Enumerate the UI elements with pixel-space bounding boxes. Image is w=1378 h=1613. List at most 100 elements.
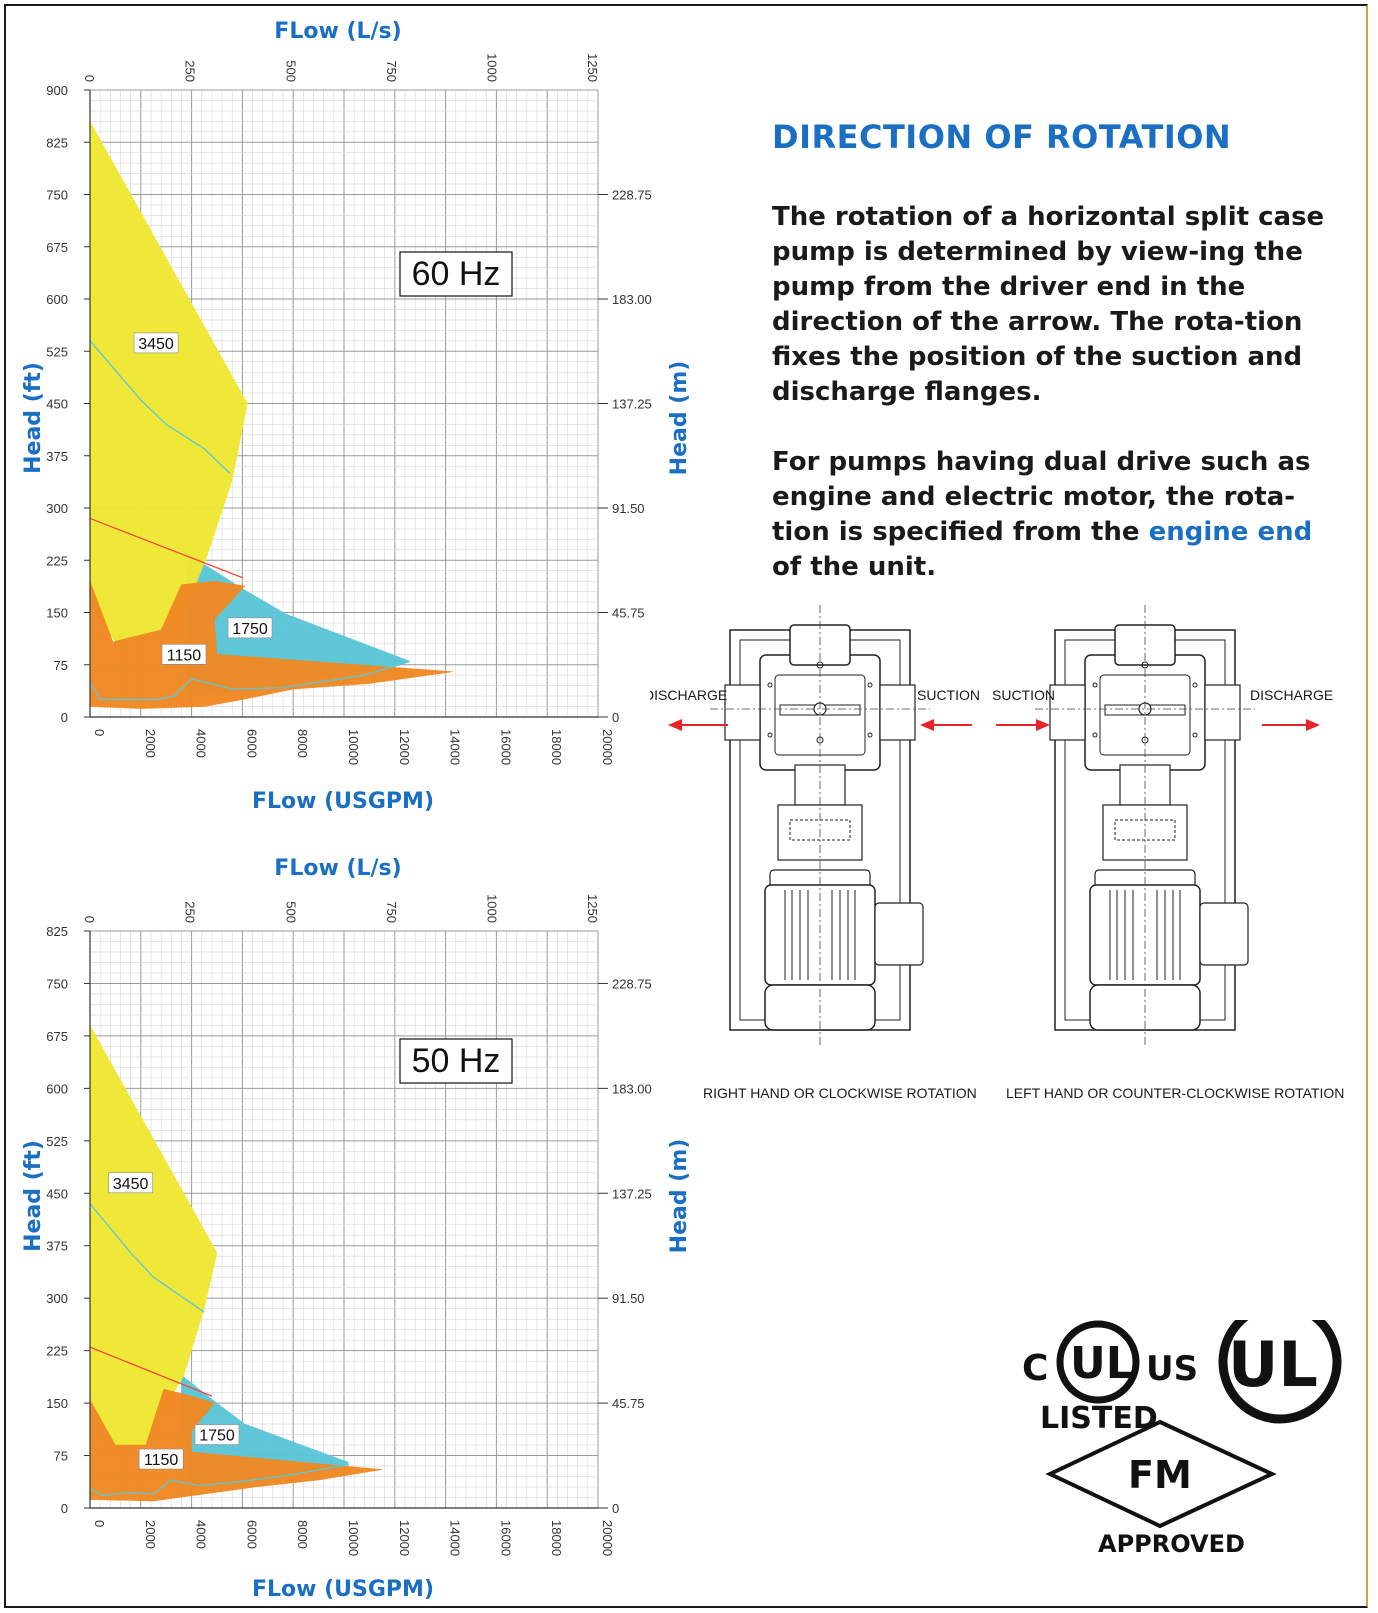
right-hand-discharge-label: DISCHARGE bbox=[650, 687, 727, 703]
chart-title: 50 Hz bbox=[412, 1042, 501, 1080]
right-tick-label: 137.25 bbox=[612, 1186, 652, 1201]
y-tick-label: 900 bbox=[46, 83, 68, 98]
top-tick-label: 500 bbox=[283, 60, 298, 82]
right-tick-label: 45.75 bbox=[612, 606, 645, 621]
y-tick-label: 375 bbox=[46, 1239, 68, 1254]
certification-logos: C UL US LISTED UL FM APPROVED bbox=[1022, 1320, 1342, 1558]
curve-line-1 bbox=[89, 1203, 205, 1313]
right-hand-suction-label: SUCTION bbox=[917, 687, 980, 703]
y-tick-label: 375 bbox=[46, 449, 68, 464]
x-tick-label: 6000 bbox=[244, 729, 259, 758]
x-tick-label: 14000 bbox=[448, 729, 463, 765]
y-tick-label: 675 bbox=[46, 1029, 68, 1044]
right-tick-label: 0 bbox=[612, 1501, 619, 1516]
y-tick-label: 150 bbox=[46, 1396, 68, 1411]
y-tick-label: 675 bbox=[46, 240, 68, 255]
y-tick-label: 225 bbox=[46, 553, 68, 568]
ul-c-mark: C bbox=[1022, 1348, 1048, 1389]
series-area-3450 bbox=[89, 1024, 218, 1449]
right-tick-label: 45.75 bbox=[612, 1396, 645, 1411]
x-tick-label: 2000 bbox=[143, 729, 158, 758]
series-area-3450 bbox=[89, 120, 248, 643]
rotation-paragraph-1: The rotation of a horizontal split case … bbox=[772, 202, 1325, 407]
y-tick-label: 750 bbox=[46, 188, 68, 203]
series-area-1150 bbox=[89, 1388, 383, 1502]
x-tick-label: 18000 bbox=[549, 1520, 564, 1556]
top-tick-label: 0 bbox=[82, 916, 97, 923]
right-tick-label: 137.25 bbox=[612, 397, 652, 412]
y-tick-label: 75 bbox=[54, 1449, 68, 1464]
x-tick-label: 8000 bbox=[295, 729, 310, 758]
x-tick-label: 16000 bbox=[498, 729, 513, 765]
x-tick-label: 18000 bbox=[549, 729, 564, 765]
chart-title-box bbox=[399, 251, 513, 297]
pump-curve-chart-60hz: 1750 3450 1150 60 Hz 0 75 150 225 300 375 450 525 60… bbox=[21, 19, 692, 814]
curve-line-0 bbox=[89, 1346, 213, 1397]
x-tick-label: 8000 bbox=[295, 1520, 310, 1549]
series-label-1750: 1750 bbox=[199, 1428, 235, 1445]
y-tick-label: 0 bbox=[61, 710, 68, 725]
curve-line-0 bbox=[89, 517, 243, 579]
y-axis-title: Head (ft) bbox=[21, 362, 46, 474]
series-label-box-1750 bbox=[227, 617, 273, 639]
y-tick-label: 600 bbox=[46, 1081, 68, 1096]
top-axis-title: FLow (L/s) bbox=[274, 856, 401, 881]
x-axis-title: FLow (USGPM) bbox=[252, 789, 434, 814]
y-tick-label: 825 bbox=[46, 135, 68, 150]
y-tick-label: 600 bbox=[46, 292, 68, 307]
x-tick-label: 10000 bbox=[346, 729, 361, 765]
y-tick-label: 300 bbox=[46, 1291, 68, 1306]
top-axis-title: FLow (L/s) bbox=[274, 19, 401, 44]
y-tick-label: 450 bbox=[46, 397, 68, 412]
fm-approved-text: APPROVED bbox=[1098, 1530, 1245, 1558]
chart-title-box bbox=[399, 1038, 513, 1084]
series-label-box-3450 bbox=[133, 332, 179, 354]
x-tick-label: 16000 bbox=[498, 1520, 513, 1556]
right-axis-title: Head (m) bbox=[667, 361, 692, 476]
ul-us-mark: US bbox=[1146, 1349, 1198, 1389]
right-tick-label: 91.50 bbox=[612, 1291, 645, 1306]
y-tick-label: 150 bbox=[46, 606, 68, 621]
y-tick-label: 750 bbox=[46, 976, 68, 991]
series-label-1150: 1150 bbox=[144, 1452, 179, 1469]
ul-mark-text: UL bbox=[1228, 1328, 1318, 1401]
pump-curve-chart-50hz: 1750 3450 1150 50 Hz 0 75 150 225 300 375 450 525 60… bbox=[21, 856, 692, 1602]
top-tick-label: 500 bbox=[283, 901, 298, 923]
right-tick-label: 228.75 bbox=[612, 976, 652, 991]
x-tick-label: 20000 bbox=[600, 1520, 615, 1556]
x-tick-label: 12000 bbox=[397, 1520, 412, 1556]
chart-title: 60 Hz bbox=[412, 255, 501, 293]
right-tick-label: 183.00 bbox=[612, 292, 652, 307]
curve-line-2 bbox=[89, 660, 411, 701]
series-label-box-1750 bbox=[194, 1424, 240, 1445]
grid bbox=[89, 930, 599, 1509]
right-axis-title: Head (m) bbox=[667, 1139, 692, 1254]
ul-listed-logo: C UL US LISTED bbox=[1022, 1320, 1198, 1436]
y-tick-label: 0 bbox=[61, 1501, 68, 1516]
series-label-3450: 3450 bbox=[113, 1176, 149, 1193]
x-tick-label: 12000 bbox=[397, 729, 412, 765]
y-tick-label: 825 bbox=[46, 924, 68, 939]
right-tick-label: 0 bbox=[612, 710, 619, 725]
x-tick-label: 2000 bbox=[143, 1520, 158, 1549]
y-axis-title: Head (ft) bbox=[21, 1140, 46, 1252]
series-label-1150: 1150 bbox=[167, 647, 202, 664]
right-tick-label: 183.00 bbox=[612, 1081, 652, 1096]
rotation-paragraph-2-end: of the unit. bbox=[772, 552, 937, 582]
curve-line-1 bbox=[89, 340, 231, 474]
pump-drawing-right-hand bbox=[709, 605, 931, 1046]
x-tick-label: 4000 bbox=[194, 1520, 209, 1549]
y-tick-label: 300 bbox=[46, 501, 68, 516]
top-tick-label: 1250 bbox=[585, 894, 600, 923]
x-tick-label: 4000 bbox=[194, 729, 209, 758]
series-label-box-1150 bbox=[161, 643, 207, 665]
top-tick-label: 250 bbox=[183, 901, 198, 923]
rotation-paragraph-2: For pumps having dual drive such as engi… bbox=[772, 445, 1332, 585]
right-hand-rotation-caption: RIGHT HAND OR CLOCKWISE ROTATION bbox=[703, 1085, 977, 1101]
y-tick-label: 525 bbox=[46, 1134, 68, 1149]
x-tick-label: 0 bbox=[92, 729, 107, 736]
top-tick-label: 750 bbox=[384, 60, 399, 82]
top-tick-label: 1000 bbox=[485, 894, 500, 923]
engine-end-highlight: engine end bbox=[1148, 517, 1313, 547]
page-frame bbox=[4, 4, 1368, 1608]
